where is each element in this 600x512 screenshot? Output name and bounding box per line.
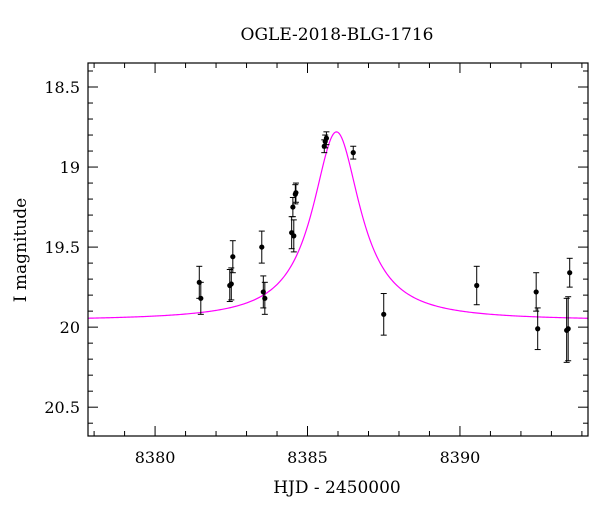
data-point bbox=[350, 150, 356, 156]
y-tick-label: 18.5 bbox=[44, 78, 80, 97]
y-tick-label: 19 bbox=[60, 158, 80, 177]
data-point bbox=[535, 326, 541, 332]
plot-frame bbox=[87, 62, 589, 437]
data-point bbox=[230, 254, 236, 260]
data-point bbox=[293, 190, 299, 196]
model-curve bbox=[87, 131, 589, 319]
data-point bbox=[567, 270, 573, 276]
y-axis-label: I magnitude bbox=[11, 198, 31, 302]
chart-title: OGLE-2018-BLG-1716 bbox=[241, 25, 434, 45]
data-point bbox=[291, 233, 297, 239]
data-point bbox=[262, 295, 268, 301]
data-point bbox=[259, 244, 265, 250]
data-point bbox=[290, 204, 296, 210]
x-axis-label: HJD - 2450000 bbox=[273, 478, 401, 498]
y-tick-labels: 18.5 19 19.5 20 20.5 bbox=[44, 78, 80, 417]
data-point bbox=[565, 326, 571, 332]
data-point bbox=[474, 282, 480, 289]
axis-ticks bbox=[88, 63, 588, 436]
data-point bbox=[533, 289, 539, 295]
data-point bbox=[198, 295, 204, 301]
x-tick-labels: 8380 8385 8390 bbox=[135, 448, 481, 467]
y-tick-label: 19.5 bbox=[44, 238, 80, 257]
data-points bbox=[196, 131, 573, 363]
x-tick-label: 8385 bbox=[287, 448, 328, 467]
data-point bbox=[323, 135, 330, 141]
x-tick-label: 8380 bbox=[135, 448, 176, 467]
y-tick-label: 20 bbox=[60, 318, 80, 337]
y-tick-label: 20.5 bbox=[44, 398, 80, 417]
x-tick-label: 8390 bbox=[440, 448, 481, 467]
data-point bbox=[228, 281, 234, 287]
data-point bbox=[381, 311, 387, 317]
